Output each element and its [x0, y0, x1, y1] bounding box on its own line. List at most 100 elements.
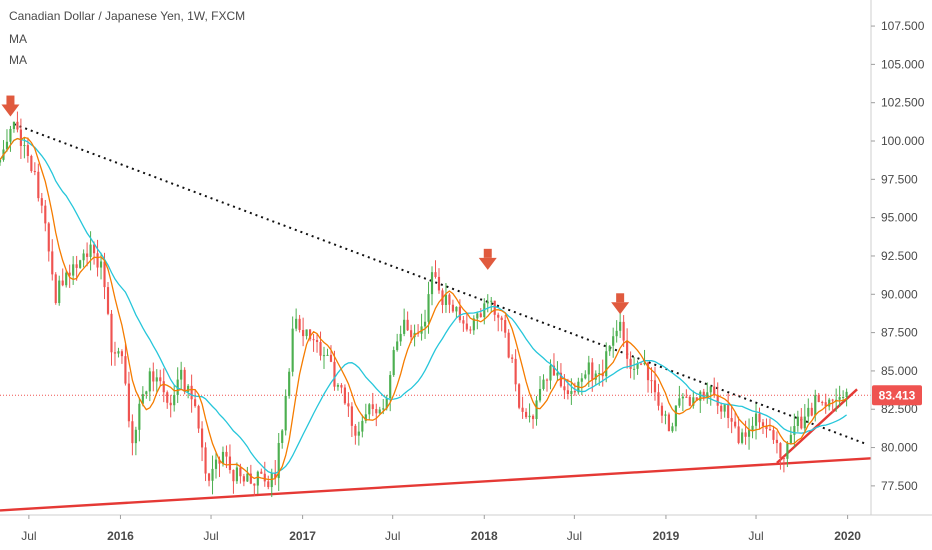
candle-133: [462, 315, 465, 332]
candle-body: [364, 414, 367, 421]
candle-body: [737, 426, 740, 443]
x-tick-7: 2019: [653, 515, 680, 543]
candle-body: [626, 340, 629, 359]
x-tick-4: Jul: [385, 515, 400, 543]
candle-body: [444, 294, 448, 305]
candle-body: [587, 362, 590, 375]
y-tick-6: 92.500: [871, 249, 918, 263]
candle-body: [828, 399, 831, 407]
candle-body: [221, 451, 225, 464]
candle-body: [92, 244, 96, 254]
candle-132: [458, 299, 461, 323]
candle-124: [430, 266, 434, 306]
candle-5: [16, 111, 19, 133]
y-tick-label: 82.500: [881, 402, 918, 416]
candle-241: [838, 385, 841, 408]
candle-body: [138, 403, 141, 430]
candle-body: [329, 354, 333, 362]
candle-body: [228, 456, 232, 470]
candle-86: [298, 314, 301, 333]
x-tick-label: 2016: [107, 529, 134, 543]
candle-body: [281, 430, 284, 443]
candle-9: [30, 154, 33, 173]
candle-108: [375, 403, 378, 427]
candle-23: [79, 259, 82, 269]
x-tick-label: Jul: [567, 529, 582, 543]
candle-body: [308, 329, 312, 340]
candle-body: [214, 459, 218, 469]
candle-122: [423, 309, 427, 339]
candle-24: [82, 249, 85, 268]
candle-150: [521, 396, 524, 419]
y-tick-label: 95.000: [881, 211, 918, 225]
candle-198: [688, 394, 691, 407]
candle-237: [824, 393, 827, 414]
candle-body: [68, 272, 71, 276]
candle-94: [326, 348, 329, 356]
candle-body: [430, 272, 434, 295]
candle-44: [152, 362, 155, 392]
y-tick-label: 97.500: [881, 172, 918, 186]
candle-25: [86, 242, 89, 267]
candle-body: [570, 391, 573, 394]
candle-100: [347, 392, 350, 417]
candle-10: [33, 162, 36, 176]
candle-body: [507, 332, 510, 358]
candle-body: [155, 377, 158, 382]
candle-98: [340, 383, 343, 394]
candle-71: [246, 466, 249, 482]
candle-body: [361, 420, 364, 432]
candle-body: [127, 383, 130, 422]
candle-50: [173, 385, 176, 412]
candle-81: [281, 429, 284, 449]
candle-body: [406, 319, 409, 331]
candle-body: [633, 368, 636, 370]
candle-body: [82, 253, 85, 261]
candle-95: [329, 345, 333, 363]
candle-209: [727, 393, 730, 429]
candle-187: [650, 367, 653, 394]
y-tick-5: 90.000: [871, 287, 918, 301]
candle-62: [214, 451, 218, 479]
x-tick-label: 2017: [289, 529, 316, 543]
indicator-ma-1[interactable]: MA: [9, 32, 27, 46]
indicator-ma-2[interactable]: MA: [9, 53, 27, 67]
candle-body: [239, 467, 242, 477]
candle-215: [747, 418, 751, 450]
candle-233: [810, 402, 813, 417]
candle-body: [211, 468, 214, 481]
candle-body: [765, 425, 768, 430]
y-tick-1: 80.000: [871, 441, 918, 455]
candle-body: [591, 362, 594, 380]
y-tick-7: 95.000: [871, 211, 918, 225]
candle-116: [403, 308, 406, 337]
candle-body: [814, 395, 817, 416]
candle-body: [396, 341, 399, 351]
candle-227: [789, 426, 792, 445]
candle-body: [793, 425, 796, 435]
y-tick-12: 107.500: [871, 19, 925, 33]
candle-101: [350, 402, 353, 438]
candle-31: [106, 282, 110, 316]
candle-body: [671, 426, 674, 432]
candle-148: [514, 349, 517, 392]
candle-body: [117, 351, 120, 354]
candle-body: [194, 399, 197, 407]
y-tick-label: 90.000: [881, 287, 918, 301]
candle-121: [420, 313, 423, 341]
candle-207: [720, 402, 723, 419]
candle-body: [368, 404, 371, 415]
candle-3: [9, 125, 12, 152]
trendline-long-term-support: [0, 457, 872, 512]
y-tick-label: 92.500: [881, 249, 918, 263]
candle-47: [162, 368, 165, 403]
candle-11: [37, 163, 40, 202]
candle-body: [288, 371, 291, 396]
candle-203: [706, 382, 709, 404]
arrow-shaft: [6, 95, 15, 105]
candle-body: [573, 391, 576, 393]
candle-168: [584, 370, 587, 380]
candle-body: [542, 379, 545, 389]
